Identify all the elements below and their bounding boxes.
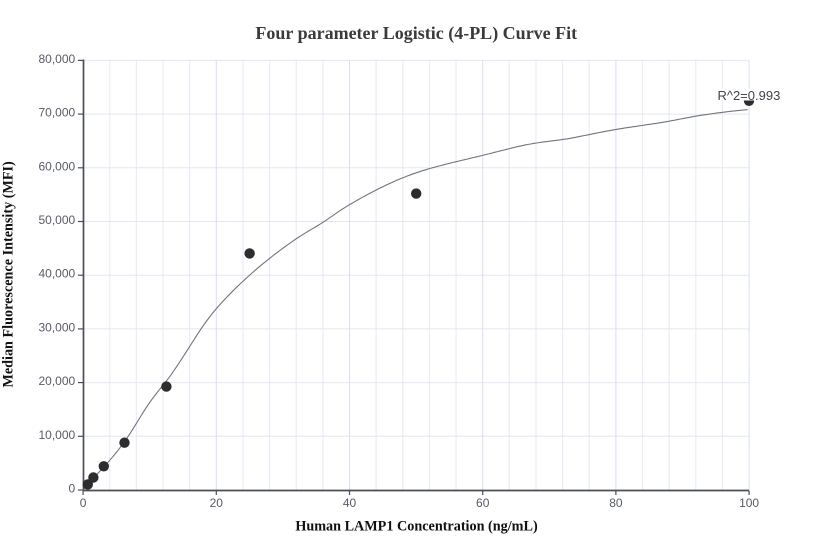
svg-text:Human LAMP1 Concentration (ng/: Human LAMP1 Concentration (ng/mL) [295, 519, 538, 535]
svg-text:60: 60 [476, 496, 490, 510]
svg-text:0: 0 [80, 496, 87, 510]
svg-text:20,000: 20,000 [38, 374, 75, 388]
svg-text:60,000: 60,000 [38, 159, 75, 173]
svg-text:Median Fluorescence Intensity: Median Fluorescence Intensity (MFI) [1, 161, 17, 388]
svg-text:50,000: 50,000 [38, 213, 75, 227]
svg-text:100: 100 [739, 496, 759, 510]
svg-text:80,000: 80,000 [38, 52, 75, 66]
svg-text:20: 20 [210, 496, 224, 510]
svg-text:10,000: 10,000 [38, 428, 75, 442]
svg-text:R^2=0.993: R^2=0.993 [717, 88, 780, 103]
svg-text:40,000: 40,000 [38, 267, 75, 281]
svg-text:30,000: 30,000 [38, 320, 75, 334]
svg-text:0: 0 [69, 482, 76, 496]
svg-text:70,000: 70,000 [38, 106, 75, 120]
svg-text:Four parameter Logistic (4-PL): Four parameter Logistic (4-PL) Curve Fit [255, 23, 577, 44]
svg-text:80: 80 [609, 496, 623, 510]
svg-text:40: 40 [343, 496, 357, 510]
